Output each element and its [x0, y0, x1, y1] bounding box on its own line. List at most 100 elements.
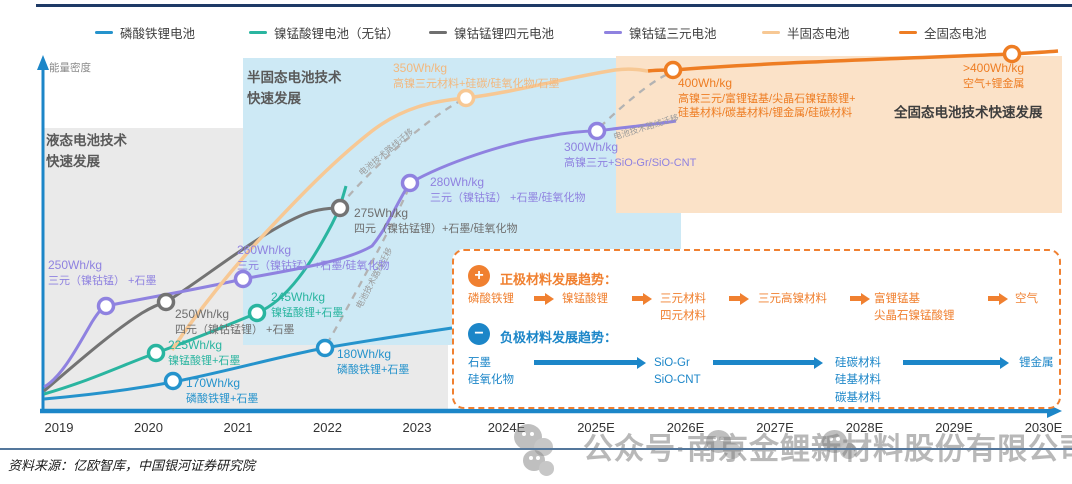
point-annotation: >400Wh/kg 空气+锂金属 [963, 61, 1024, 91]
legend-label: 全固态电池 [924, 27, 987, 41]
point-annotation: 400Wh/kg 高镍三元/富锂锰基/尖晶石镍锰酸锂+ 硅基材料/碳基材料/锂金属/… [678, 76, 856, 121]
point-annotation: 280Wh/kg 三元（镍钴锰） +石墨/硅氧化物 [430, 175, 586, 205]
material-trend-box: + 正极材料发展趋势： 磷酸铁锂 镍锰酸锂 三元材料 四元材料 三元高镍材料 富锂锰基 … [452, 249, 1061, 409]
annotation-value: 350Wh/kg [393, 61, 448, 75]
annotation-value: 300Wh/kg [564, 140, 619, 154]
trend-item: 磷酸铁锂 [468, 293, 514, 305]
x-tick-label: 2029E [935, 420, 973, 435]
annotation-value: 180Wh/kg [337, 347, 392, 361]
y-axis-label: 能量密度 [49, 62, 91, 74]
legend-item: 半固态电池 [762, 23, 850, 42]
plus-icon: + [468, 265, 490, 287]
annotation-materials: 三元（镍钴锰）+石墨/硅氧化物 [237, 259, 390, 272]
legend-swatch [249, 31, 267, 34]
annotation-materials: 三元（镍钴锰） +石墨/硅氧化物 [430, 191, 586, 204]
trend-arrow-icon [988, 292, 1008, 305]
legend-item: 磷酸铁锂电池 [95, 23, 195, 42]
point-annotation: 225Wh/kg 镍锰酸锂+石墨 [168, 338, 240, 368]
annotation-value: 245Wh/kg [271, 290, 326, 304]
point-annotation: 250Wh/kg 三元（镍钴锰） +石墨 [48, 258, 156, 288]
legend-item: 镍锰酸锂电池（无钴） [249, 23, 399, 42]
annotation-materials: 四元（镍钴锰锂）+石墨/硅氧化物 [354, 222, 518, 235]
annotation-materials: 镍锰酸锂+石墨 [271, 306, 344, 319]
annotation-materials: 镍锰酸锂+石墨 [168, 354, 241, 367]
trend-item: 锂金属 [1019, 357, 1054, 369]
legend-label: 镍钴锰锂四元电池 [454, 27, 555, 41]
trend-arrow-icon [632, 292, 652, 305]
trend-item: 三元材料 四元材料 [660, 293, 706, 323]
trend-arrow-icon [534, 356, 646, 369]
top-rule [36, 4, 1072, 7]
region-all-solid-battery [616, 56, 1062, 213]
x-tick-label: 2020 [134, 420, 163, 435]
migration-dashed-lines [326, 72, 669, 345]
source-note: 资料来源：亿欧智库，中国银河证券研究院 [8, 458, 256, 473]
trend-arrow-icon [850, 292, 870, 305]
legend-swatch [899, 31, 917, 34]
region-label-semi-solid: 半固态电池技术 快速发展 [247, 70, 342, 106]
cathode-trend-title: 正极材料发展趋势： [500, 272, 618, 287]
wechat-icon [523, 450, 560, 482]
region-label-all-solid: 全固态电池技术快速发展 [894, 105, 1043, 120]
region-label-liquid: 液态电池技术 快速发展 [46, 133, 127, 169]
x-tick-label: 2026E [666, 420, 705, 435]
annotation-materials: 磷酸铁锂+石墨 [337, 363, 410, 376]
trend-item: 富锂锰基 尖晶石镍锰酸锂 [874, 293, 955, 323]
annotation-materials: 高镍三元/富锂锰基/尖晶石镍锰酸锂+ [678, 92, 856, 105]
x-tick-label: 2025E [577, 420, 615, 435]
annotation-value: 225Wh/kg [168, 338, 223, 352]
trend-item: 硅碳材料 硅基材料 碳基材料 [835, 357, 881, 404]
trend-item: 石墨 硅氧化物 [468, 357, 514, 387]
x-tick-label: 2028E [845, 420, 884, 435]
legend-swatch [429, 31, 447, 34]
legend-swatch [95, 31, 113, 34]
x-tick-label: 2022 [313, 420, 342, 435]
annotation-value: >400Wh/kg [963, 61, 1025, 75]
series-lfp-line [43, 326, 453, 401]
legend-swatch [604, 31, 622, 34]
x-tick-label: 2027E [756, 420, 794, 435]
annotation-value: 275Wh/kg [354, 206, 409, 220]
point-annotation: 300Wh/kg 高镍三元+SiO-Gr/SiO-CNT [564, 140, 696, 170]
point-annotation: 275Wh/kg 四元（镍钴锰锂）+石墨/硅氧化物 [354, 206, 517, 236]
wechat-icon [514, 424, 560, 464]
trend-item: 三元高镍材料 [758, 293, 827, 305]
point-annotation: 170Wh/kg 磷酸铁锂+石墨 [186, 376, 258, 406]
point-annotation: 260Wh/kg 三元（镍钴锰）+石墨/硅氧化物 [237, 243, 389, 273]
trend-arrow-icon [729, 292, 749, 305]
annotation-materials: 高镍三元材料+硅碳/硅氧化物/石墨 [393, 77, 560, 90]
anode-trend-title: 负极材料发展趋势： [500, 330, 618, 345]
footer-divider [0, 448, 1072, 450]
x-tick-label: 2019 [44, 420, 74, 435]
annotation-materials: 空气+锂金属 [963, 77, 1025, 90]
x-tick-label: 2021 [223, 420, 253, 435]
annotation-value: 250Wh/kg [48, 258, 103, 272]
annotation-materials: 四元（镍钴锰锂） +石墨 [175, 323, 295, 336]
series-semi-solid-line [170, 67, 649, 351]
annotation-value: 260Wh/kg [237, 243, 292, 257]
annotation-materials: 硅基材料/碳基材料/锂金属/硅碳材料 [678, 107, 853, 120]
point-annotation: 245Wh/kg 镍锰酸锂+石墨 [271, 290, 343, 320]
data-point-markers [96, 44, 1022, 391]
legend-label: 镍钴锰三元电池 [629, 27, 717, 41]
trend-item: 镍锰酸锂 [562, 293, 608, 305]
annotation-materials: 磷酸铁锂+石墨 [186, 392, 259, 405]
minus-icon: − [468, 323, 490, 345]
x-tick-label: 2023 [402, 420, 432, 435]
legend-swatch [762, 31, 780, 34]
trend-arrow-icon [903, 356, 1009, 369]
annotation-materials: 三元（镍钴锰） +石墨 [48, 274, 157, 287]
annotation-value: 250Wh/kg [175, 307, 230, 321]
wechat-icon [706, 430, 747, 466]
trend-arrow-icon [534, 292, 554, 305]
point-annotation: 180Wh/kg 磷酸铁锂+石墨 [337, 347, 409, 377]
annotation-materials: 高镍三元+SiO-Gr/SiO-CNT [564, 156, 697, 169]
series-ncm-line [43, 119, 677, 389]
legend-label: 磷酸铁锂电池 [120, 27, 196, 41]
watermark-text: 公众号·南京金鲤新材料股份有限公司 [583, 433, 1072, 466]
trend-item: 空气 [1015, 293, 1038, 305]
annotation-value: 400Wh/kg [678, 76, 733, 90]
wechat-icon [822, 430, 863, 466]
